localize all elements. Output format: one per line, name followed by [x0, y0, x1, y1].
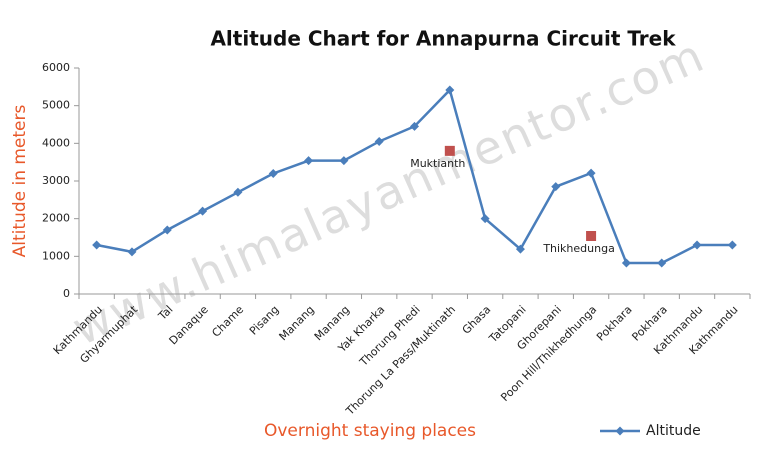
point	[410, 121, 419, 131]
chart-title: Altitude Chart for Annapurna Circuit Tre…	[210, 27, 676, 51]
point	[692, 240, 702, 250]
point	[480, 214, 490, 224]
point	[127, 247, 137, 257]
point	[727, 240, 737, 250]
y-tick-label: 2000	[42, 212, 70, 225]
y-tick-label: 0	[63, 287, 70, 300]
x-tick-label: Manang	[277, 303, 317, 343]
point	[515, 244, 525, 254]
y-axis-label: Altitude in meters	[10, 104, 30, 257]
y-tick-label: 1000	[42, 249, 70, 262]
point	[339, 156, 349, 166]
legend-marker	[615, 426, 625, 436]
point	[586, 168, 596, 178]
x-tick-label: Pisang	[247, 303, 282, 338]
point	[657, 258, 667, 268]
x-tick-label: Pokhara	[594, 303, 635, 344]
x-tick-label: Chame	[209, 303, 246, 340]
annotation-label: Muktianth	[410, 157, 465, 170]
point	[268, 168, 278, 178]
legend-label: Altitude	[646, 423, 701, 439]
x-axis-label: Overnight staying places	[264, 421, 476, 441]
point	[233, 187, 243, 197]
y-tick-label: 3000	[42, 174, 70, 187]
x-tick-label: Thorung Phedi	[356, 303, 422, 369]
x-tick-label: Ghasa	[460, 303, 494, 337]
y-tick-label: 6000	[42, 61, 70, 74]
point	[162, 225, 172, 235]
y-tick-label: 5000	[42, 99, 70, 112]
point	[304, 156, 314, 166]
point	[551, 182, 561, 192]
point	[374, 136, 384, 146]
point	[92, 240, 102, 250]
annotation-label: Thikhedunga	[542, 242, 615, 255]
annotation-marker	[586, 230, 597, 241]
annotation-marker	[444, 145, 455, 156]
point	[621, 258, 631, 268]
point	[445, 85, 455, 95]
y-tick-label: 4000	[42, 136, 70, 149]
point	[198, 206, 208, 216]
